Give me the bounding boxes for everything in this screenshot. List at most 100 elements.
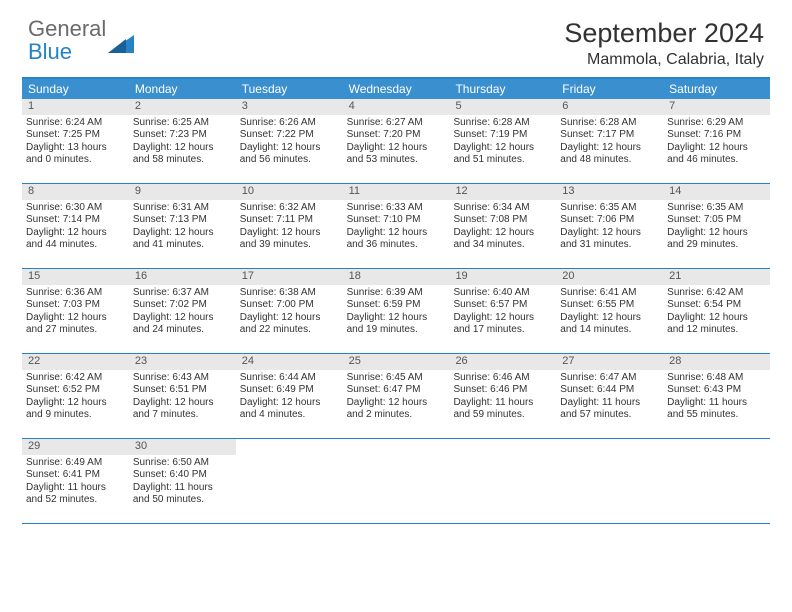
day-cell: 9Sunrise: 6:31 AMSunset: 7:13 PMDaylight…	[129, 184, 236, 268]
week-row: 22Sunrise: 6:42 AMSunset: 6:52 PMDayligh…	[22, 354, 770, 439]
daylight-text: Daylight: 11 hours	[560, 397, 659, 410]
day-cell: 13 Sunrise: 6:35 AMSunset: 7:06 PMDayligh…	[556, 184, 663, 268]
daylight-text: and 41 minutes.	[133, 239, 232, 252]
daylight-text: Daylight: 12 hours	[560, 312, 659, 325]
sunset-text: Sunset: 6:55 PM	[560, 299, 659, 312]
sunset-text: Sunset: 6:51 PM	[133, 384, 232, 397]
sunset-text: Sunset: 7:03 PM	[26, 299, 125, 312]
dow-header: Monday	[129, 79, 236, 99]
sunrise-text: Sunrise: 6:30 AM	[26, 202, 125, 215]
daynum-wrap: 5	[449, 99, 556, 115]
day-number: 13	[562, 185, 574, 197]
day-number: 8	[28, 185, 34, 197]
daylight-text: and 39 minutes.	[240, 239, 339, 252]
daylight-text: and 9 minutes.	[26, 409, 125, 422]
daylight-text: and 36 minutes.	[347, 239, 446, 252]
day-cell: 28Sunrise: 6:48 AMSunset: 6:43 PMDayligh…	[663, 354, 770, 438]
day-cell: 23Sunrise: 6:43 AMSunset: 6:51 PMDayligh…	[129, 354, 236, 438]
day-number: 18	[349, 270, 361, 282]
sunrise-text: Sunrise: 6:40 AM	[453, 287, 552, 300]
daylight-text: and 55 minutes.	[667, 409, 766, 422]
daynum-wrap: 28	[663, 354, 770, 370]
sunset-text: Sunset: 7:06 PM	[560, 214, 659, 227]
daylight-text: Daylight: 11 hours	[667, 397, 766, 410]
sunset-text: Sunset: 7:10 PM	[347, 214, 446, 227]
sunset-text: Sunset: 6:43 PM	[667, 384, 766, 397]
daylight-text: and 51 minutes.	[453, 154, 552, 167]
day-number: 12	[455, 185, 467, 197]
dow-header: Friday	[556, 79, 663, 99]
daylight-text: Daylight: 12 hours	[26, 397, 125, 410]
daylight-text: and 31 minutes.	[560, 239, 659, 252]
sunset-text: Sunset: 6:47 PM	[347, 384, 446, 397]
sunset-text: Sunset: 7:23 PM	[133, 129, 232, 142]
day-number: 19	[455, 270, 467, 282]
month-title: September 2024	[564, 18, 764, 49]
daylight-text: Daylight: 12 hours	[26, 312, 125, 325]
day-number: 4	[349, 100, 355, 112]
day-number: 24	[242, 355, 254, 367]
day-cell: 14Sunrise: 6:35 AMSunset: 7:05 PMDayligh…	[663, 184, 770, 268]
day-cell: 19Sunrise: 6:40 AMSunset: 6:57 PMDayligh…	[449, 269, 556, 353]
day-cell: 16Sunrise: 6:37 AMSunset: 7:02 PMDayligh…	[129, 269, 236, 353]
day-number: 30	[135, 440, 147, 452]
daylight-text: Daylight: 12 hours	[240, 142, 339, 155]
day-number: 1	[28, 100, 34, 112]
sunrise-text: Sunrise: 6:34 AM	[453, 202, 552, 215]
sunset-text: Sunset: 7:14 PM	[26, 214, 125, 227]
daylight-text: and 46 minutes.	[667, 154, 766, 167]
day-cell: 20Sunrise: 6:41 AMSunset: 6:55 PMDayligh…	[556, 269, 663, 353]
sunset-text: Sunset: 7:11 PM	[240, 214, 339, 227]
daynum-wrap: 24	[236, 354, 343, 370]
daylight-text: and 0 minutes.	[26, 154, 125, 167]
daynum-wrap: 15	[22, 269, 129, 285]
sunrise-text: Sunrise: 6:28 AM	[560, 117, 659, 130]
sunset-text: Sunset: 6:49 PM	[240, 384, 339, 397]
sunrise-text: Sunrise: 6:49 AM	[26, 457, 125, 470]
day-number: 22	[28, 355, 40, 367]
calendar: SundayMondayTuesdayWednesdayThursdayFrid…	[22, 77, 770, 524]
day-cell: 10Sunrise: 6:32 AMSunset: 7:11 PMDayligh…	[236, 184, 343, 268]
day-number: 11	[349, 185, 360, 197]
sunset-text: Sunset: 7:20 PM	[347, 129, 446, 142]
title-block: September 2024 Mammola, Calabria, Italy	[564, 18, 764, 69]
weeks-container: 1Sunrise: 6:24 AMSunset: 7:25 PMDaylight…	[22, 99, 770, 524]
dow-header: Wednesday	[343, 79, 450, 99]
daylight-text: Daylight: 12 hours	[347, 142, 446, 155]
daynum-wrap: 11	[343, 184, 450, 200]
daynum-wrap: 19	[449, 269, 556, 285]
sunrise-text: Sunrise: 6:35 AM	[560, 202, 659, 215]
daylight-text: Daylight: 12 hours	[347, 227, 446, 240]
sunset-text: Sunset: 6:57 PM	[453, 299, 552, 312]
day-number: 6	[562, 100, 568, 112]
daylight-text: and 29 minutes.	[667, 239, 766, 252]
daylight-text: Daylight: 12 hours	[667, 142, 766, 155]
day-number: 10	[242, 185, 254, 197]
daylight-text: Daylight: 12 hours	[240, 312, 339, 325]
sunset-text: Sunset: 6:54 PM	[667, 299, 766, 312]
sunrise-text: Sunrise: 6:39 AM	[347, 287, 446, 300]
sunrise-text: Sunrise: 6:28 AM	[453, 117, 552, 130]
daylight-text: Daylight: 12 hours	[133, 312, 232, 325]
daylight-text: and 52 minutes.	[26, 494, 125, 507]
daynum-wrap: 18	[343, 269, 450, 285]
daynum-wrap: 21	[663, 269, 770, 285]
sunrise-text: Sunrise: 6:35 AM	[667, 202, 766, 215]
daylight-text: Daylight: 12 hours	[560, 227, 659, 240]
day-cell: 24Sunrise: 6:44 AMSunset: 6:49 PMDayligh…	[236, 354, 343, 438]
sunset-text: Sunset: 7:05 PM	[667, 214, 766, 227]
sunrise-text: Sunrise: 6:24 AM	[26, 117, 125, 130]
daylight-text: and 57 minutes.	[560, 409, 659, 422]
week-row: 8 Sunrise: 6:30 AMSunset: 7:14 PM Daylight…	[22, 184, 770, 269]
sunrise-text: Sunrise: 6:37 AM	[133, 287, 232, 300]
day-cell: 3Sunrise: 6:26 AMSunset: 7:22 PMDaylight…	[236, 99, 343, 183]
header: General Blue September 2024 Mammola, Cal…	[0, 0, 792, 77]
day-number: 14	[669, 185, 681, 197]
sunset-text: Sunset: 7:22 PM	[240, 129, 339, 142]
logo-text: General Blue	[28, 18, 106, 64]
daylight-text: Daylight: 12 hours	[453, 142, 552, 155]
sunrise-text: Sunrise: 6:36 AM	[26, 287, 125, 300]
daylight-text: and 24 minutes.	[133, 324, 232, 337]
daylight-text: Daylight: 13 hours	[26, 142, 125, 155]
day-cell: 18Sunrise: 6:39 AMSunset: 6:59 PMDayligh…	[343, 269, 450, 353]
